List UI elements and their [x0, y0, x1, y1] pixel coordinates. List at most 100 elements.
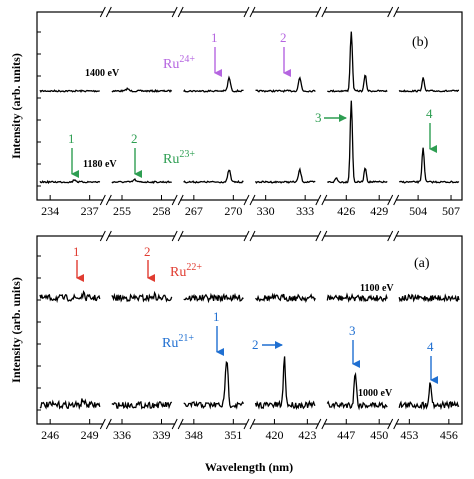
x-axis-label: Wavelength (nm): [205, 460, 293, 474]
marker-label-a-lower-4: 4: [427, 339, 434, 354]
x-tick-label-b-426: 426: [337, 204, 355, 218]
axis-break-gap-b: [318, 198, 324, 202]
axis-break-mark-a: [177, 418, 184, 430]
x-tick-label-a-453: 453: [400, 428, 418, 442]
panel-b: 234 237 255 258 267 270 330 333 426 429 504 507 (b)…: [36, 6, 463, 218]
axis-break-mark-b: [99, 194, 106, 206]
ion-label-ru22-base: Ru: [170, 265, 186, 280]
panel-a-tag: (a): [414, 256, 430, 271]
x-tick-label-b-255: 255: [113, 204, 131, 218]
spectrum-line-a-1000ev-seg2: [111, 400, 173, 410]
axis-break-mark-b: [321, 194, 328, 206]
ion-label-ru24-charge: 24+: [179, 54, 195, 65]
panel-b-spectra: [39, 31, 460, 185]
panel-b-tag: (b): [412, 35, 429, 50]
axis-break-gap-b: [247, 198, 252, 202]
axis-break-mark-b: [315, 194, 322, 206]
axis-break-mark-a: [105, 418, 112, 430]
x-tick-label-a-249: 249: [81, 428, 99, 442]
x-tick-label-a-339: 339: [153, 428, 171, 442]
x-tick-label-a-348: 348: [185, 428, 203, 442]
axis-break-gap-b: [247, 10, 252, 14]
axis-break-mark-b: [99, 6, 106, 18]
panel-a-x-axis: 246 249 336 339 348 351 420 423 447 450 453 456: [37, 230, 458, 442]
spectrum-line-b-1180ev-seg2: [111, 177, 172, 184]
marker-label-b-lower-3: 3: [315, 110, 322, 125]
marker-label-b-lower-2: 2: [131, 131, 138, 146]
panel-b-frame: [36, 11, 463, 201]
x-tick-label-b-258: 258: [153, 204, 171, 218]
panel-a-frame: [36, 235, 463, 425]
axis-break-mark-a: [99, 418, 106, 430]
spectrum-line-a-1100ev-seg4: [255, 292, 316, 304]
axis-break-mark-a: [249, 418, 256, 430]
spectrum-line-b-1180ev-seg1: [39, 179, 101, 185]
axis-break-gap-a: [175, 422, 181, 426]
axis-break-mark-b: [105, 194, 112, 206]
marker-label-b-lower-1: 1: [68, 131, 75, 146]
marker-label-a-upper-1: 1: [73, 244, 80, 259]
spectrum-line-a-1000ev-seg5: [326, 371, 388, 411]
axis-break-gap-b: [318, 10, 324, 14]
marker-label-a-upper-2: 2: [144, 244, 151, 259]
axis-break-gap-b: [103, 198, 109, 202]
axis-break-mark-b: [105, 6, 112, 18]
axis-break-mark-b: [249, 6, 256, 18]
spectrum-line-a-1100ev-seg5: [326, 292, 388, 303]
ion-label-ru21: Ru21+: [162, 333, 194, 351]
panel-a-spectra: [39, 289, 460, 411]
axis-break-gap-a: [390, 422, 396, 426]
ion-label-ru23-base: Ru: [163, 152, 179, 167]
axis-break-mark-b: [315, 6, 322, 18]
spectrum-line-b-1180ev-seg5: [327, 100, 388, 184]
axis-break-gap-b: [390, 10, 396, 14]
x-tick-label-a-420: 420: [265, 428, 283, 442]
axis-break-gap-a: [103, 234, 109, 238]
spectrum-line-b-1400ev-seg5: [327, 31, 388, 93]
axis-break-mark-a: [387, 418, 394, 430]
axis-break-mark-a: [171, 230, 178, 242]
spectrum-line-b-1180ev-seg3: [183, 169, 244, 184]
marker-label-b-upper-1: 1: [211, 30, 218, 45]
x-tick-label-a-246: 246: [41, 428, 59, 442]
spectrum-line-b-1400ev-seg2: [111, 87, 173, 93]
axis-break-mark-a: [177, 230, 184, 242]
axis-break-mark-a: [393, 418, 400, 430]
marker-label-b-upper-2: 2: [280, 30, 287, 45]
axis-break-mark-a: [387, 230, 394, 242]
ion-label-ru24-base: Ru: [163, 57, 179, 72]
spectrum-line-b-1180ev-seg4: [254, 167, 316, 184]
spectrum-line-a-1100ev-seg2: [111, 290, 173, 303]
marker-label-a-lower-1: 1: [213, 309, 220, 324]
axis-break-mark-b: [171, 194, 178, 206]
y-axis-label-a: Intensity (arb. units): [9, 277, 23, 383]
x-tick-label-a-447: 447: [337, 428, 355, 442]
spectrum-line-b-1400ev-seg4: [255, 76, 316, 93]
x-tick-label-a-423: 423: [298, 428, 316, 442]
axis-break-mark-b: [387, 194, 394, 206]
spectrum-line-a-1100ev-seg1: [39, 289, 101, 304]
axis-break-mark-a: [321, 230, 328, 242]
axis-break-mark-b: [393, 194, 400, 206]
panel-b-x-axis: 234 237 255 258 267 270 330 333 426 429 504 507: [37, 6, 460, 218]
spectrum-line-a-1100ev-seg6: [398, 293, 460, 303]
x-tick-label-b-267: 267: [185, 204, 203, 218]
spectrum-line-b-1400ev-seg6: [398, 77, 460, 93]
axis-break-mark-a: [315, 230, 322, 242]
axis-break-gap-a: [318, 422, 324, 426]
x-tick-label-b-504: 504: [409, 204, 427, 218]
x-tick-label-a-351: 351: [224, 428, 242, 442]
marker-label-a-lower-2: 2: [252, 337, 259, 352]
axis-break-mark-a: [105, 230, 112, 242]
axis-break-gap-b: [103, 10, 109, 14]
axis-break-gap-a: [175, 234, 181, 238]
axis-break-mark-b: [393, 6, 400, 18]
panel-a: 246 249 336 339 348 351 420 423 447 450 453 456 (a)…: [36, 230, 463, 474]
series-label-1100ev: 1100 eV: [360, 283, 394, 294]
marker-label-a-lower-3: 3: [349, 323, 356, 338]
axis-break-mark-a: [315, 418, 322, 430]
x-tick-label-b-333: 333: [296, 204, 314, 218]
axis-break-mark-a: [393, 230, 400, 242]
marker-label-b-lower-4: 4: [426, 106, 433, 121]
